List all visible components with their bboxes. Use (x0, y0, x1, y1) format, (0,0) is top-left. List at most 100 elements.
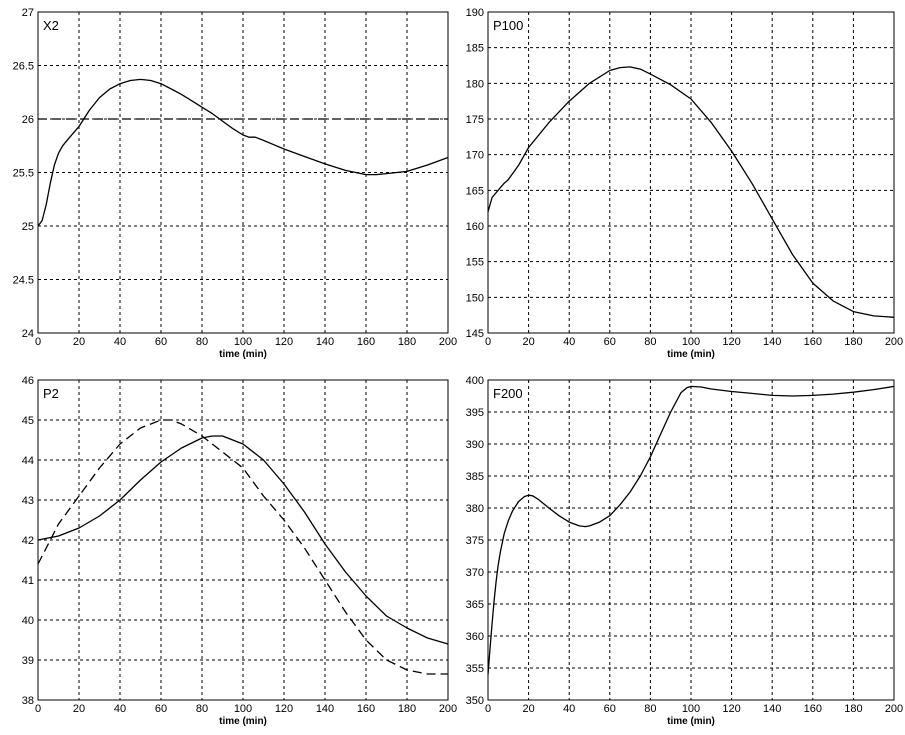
x-tick-label: 140 (763, 703, 781, 715)
x-tick-label: 20 (522, 703, 534, 715)
x-tick-label: 120 (275, 703, 293, 715)
series-line-1-solid (37, 435, 449, 645)
y-tick-label: 175 (466, 114, 484, 126)
y-tick-label: 165 (466, 185, 484, 197)
y-tick-label: 350 (466, 695, 484, 707)
y-tick-label: 395 (466, 407, 484, 419)
x-tick-label: 120 (722, 703, 740, 715)
y-tick-label: 385 (466, 471, 484, 483)
x-tick-label: 100 (682, 336, 700, 348)
y-tick-label: 160 (466, 221, 484, 233)
x-tick-label: 20 (73, 703, 85, 715)
x-tick-label: 20 (522, 336, 534, 348)
x-tick-label: 100 (234, 336, 252, 348)
x-tick-label: 200 (885, 336, 903, 348)
x-tick-label: 0 (35, 336, 41, 348)
x-tick-label: 180 (398, 703, 416, 715)
y-tick-label: 24 (22, 328, 34, 340)
y-tick-label: 40 (22, 615, 34, 627)
x-tick-label: 40 (114, 336, 126, 348)
chart-title: F200 (493, 386, 523, 401)
y-tick-label: 41 (22, 575, 34, 587)
x-tick-label: 40 (114, 703, 126, 715)
x-tick-label: 60 (155, 703, 167, 715)
y-tick-label: 25.5 (13, 168, 34, 180)
y-tick-label: 46 (22, 375, 34, 387)
chart-panel-4: 0 20 40 60 80 100 120 140 160 180 200 350 355 360 365 3… (466, 375, 904, 727)
chart-title: X2 (43, 18, 59, 33)
y-tick-label: 170 (466, 150, 484, 162)
chart-title: P2 (43, 386, 59, 401)
y-tick-label: 38 (22, 695, 34, 707)
axes-frame (487, 379, 895, 701)
x-tick-label: 40 (563, 336, 575, 348)
y-tick-label: 24.5 (13, 275, 34, 287)
x-tick-label: 40 (563, 703, 575, 715)
y-tick-label: 43 (22, 495, 34, 507)
x-tick-label: 100 (682, 703, 700, 715)
x-tick-label: 180 (398, 336, 416, 348)
x-axis-label: time (min) (219, 716, 267, 727)
y-tick-label: 370 (466, 567, 484, 579)
y-tick-label: 44 (22, 455, 34, 467)
x-tick-label: 200 (439, 336, 457, 348)
x-axis-label: time (min) (219, 349, 267, 360)
x-tick-label: 180 (844, 703, 862, 715)
series-line-1-solid (487, 66, 895, 318)
axes-frame (37, 11, 449, 334)
x-tick-label: 140 (763, 336, 781, 348)
y-tick-label: 26 (22, 114, 34, 126)
axes-frame (37, 379, 449, 701)
x-tick-label: 80 (196, 336, 208, 348)
x-tick-label: 180 (844, 336, 862, 348)
chart-title: P100 (493, 18, 523, 33)
y-tick-label: 400 (466, 375, 484, 387)
x-tick-label: 80 (644, 703, 656, 715)
x-tick-label: 160 (804, 336, 822, 348)
x-tick-label: 80 (196, 703, 208, 715)
axes-frame (487, 11, 895, 334)
y-tick-label: 390 (466, 439, 484, 451)
y-tick-label: 45 (22, 415, 34, 427)
x-tick-label: 140 (316, 703, 334, 715)
y-tick-label: 190 (466, 7, 484, 19)
y-tick-label: 42 (22, 535, 34, 547)
x-tick-label: 20 (73, 336, 85, 348)
y-tick-label: 365 (466, 599, 484, 611)
x-tick-label: 120 (722, 336, 740, 348)
x-tick-label: 0 (485, 703, 491, 715)
x-axis-label: time (min) (667, 716, 715, 727)
series-line-1-solid (37, 78, 449, 227)
x-tick-label: 200 (439, 703, 457, 715)
y-tick-label: 150 (466, 292, 484, 304)
y-tick-label: 25 (22, 221, 34, 233)
y-tick-label: 185 (466, 43, 484, 55)
x-tick-label: 160 (357, 703, 375, 715)
x-tick-label: 0 (35, 703, 41, 715)
chart-panel-3: 0 20 40 60 80 100 120 140 160 180 200 38 39 40 41 42 43 4… (22, 375, 457, 727)
series-line-2-dashed (37, 419, 448, 675)
series-line-1-solid (487, 385, 895, 675)
y-tick-label: 26.5 (13, 61, 34, 73)
chart-panel-1: 0 20 40 60 80 100 120 140 160 180 200 24 24.5 25 25.5 2… (13, 7, 458, 360)
x-axis-label: time (min) (667, 349, 715, 360)
y-tick-label: 180 (466, 78, 484, 90)
y-tick-label: 27 (22, 7, 34, 19)
x-tick-label: 160 (357, 336, 375, 348)
y-tick-label: 155 (466, 257, 484, 269)
chart-panel-2: 0 20 40 60 80 100 120 140 160 180 200 145 150 155 160 1… (466, 7, 904, 360)
x-tick-label: 100 (234, 703, 252, 715)
y-tick-label: 145 (466, 328, 484, 340)
x-tick-label: 60 (155, 336, 167, 348)
y-tick-label: 360 (466, 631, 484, 643)
plot-area (488, 12, 894, 333)
x-tick-label: 120 (275, 336, 293, 348)
y-tick-label: 39 (22, 655, 34, 667)
y-tick-label: 380 (466, 503, 484, 515)
x-tick-label: 160 (804, 703, 822, 715)
x-tick-label: 60 (604, 703, 616, 715)
x-tick-label: 200 (885, 703, 903, 715)
x-tick-label: 80 (644, 336, 656, 348)
y-tick-label: 355 (466, 663, 484, 675)
